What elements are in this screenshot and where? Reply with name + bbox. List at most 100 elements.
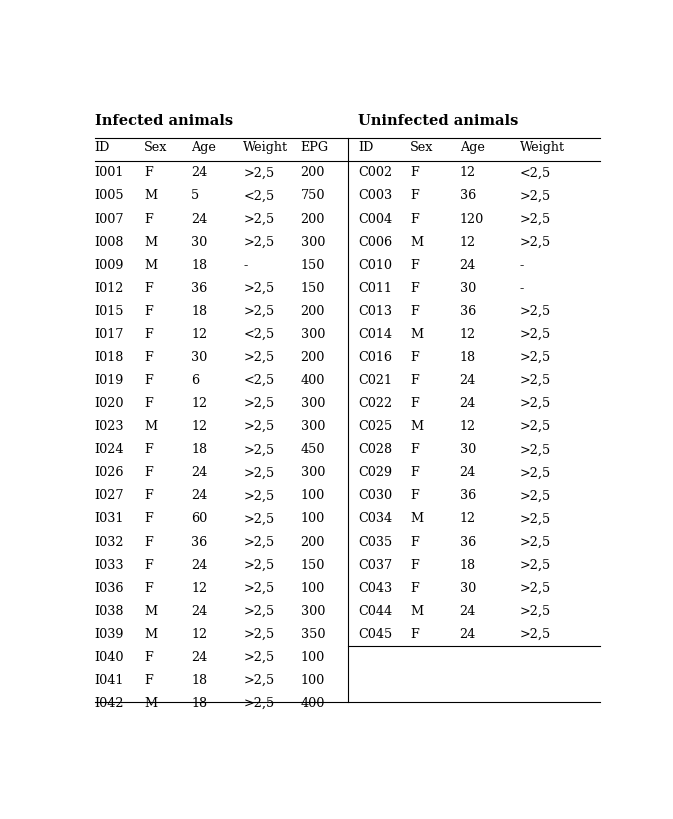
Text: 24: 24 [460,374,476,387]
Text: I031: I031 [94,513,124,526]
Text: >2,5: >2,5 [520,236,551,249]
Text: F: F [144,397,153,410]
Text: F: F [144,166,153,179]
Text: F: F [144,282,153,295]
Text: M: M [144,420,157,433]
Text: 24: 24 [460,397,476,410]
Text: Age: Age [460,141,485,153]
Text: C025: C025 [358,420,392,433]
Text: >2,5: >2,5 [243,604,275,618]
Text: 30: 30 [460,282,476,295]
Text: 18: 18 [191,259,207,272]
Text: <2,5: <2,5 [520,166,551,179]
Text: F: F [144,581,153,595]
Text: 36: 36 [460,305,476,318]
Text: 24: 24 [460,628,476,640]
Text: C004: C004 [358,213,392,225]
Text: 30: 30 [191,351,207,364]
Text: 200: 200 [301,351,325,364]
Text: 300: 300 [301,466,325,479]
Text: I007: I007 [94,213,124,225]
Text: >2,5: >2,5 [243,513,275,526]
Text: 24: 24 [460,259,476,272]
Text: I024: I024 [94,443,124,456]
Text: EPG: EPG [301,141,328,153]
Text: 36: 36 [460,536,476,549]
Text: I019: I019 [94,374,124,387]
Text: 12: 12 [460,513,476,526]
Text: F: F [410,581,419,595]
Text: 30: 30 [460,581,476,595]
Text: Age: Age [191,141,216,153]
Text: M: M [144,604,157,618]
Text: Sex: Sex [144,141,168,153]
Text: Uninfected animals: Uninfected animals [358,114,518,128]
Text: -: - [520,259,524,272]
Text: >2,5: >2,5 [520,351,551,364]
Text: 200: 200 [301,536,325,549]
Text: -: - [243,259,248,272]
Text: I032: I032 [94,536,124,549]
Text: >2,5: >2,5 [520,328,551,341]
Text: Weight: Weight [520,141,565,153]
Text: 300: 300 [301,604,325,618]
Text: F: F [410,305,419,318]
Text: 24: 24 [191,604,207,618]
Text: F: F [410,628,419,640]
Text: <2,5: <2,5 [243,189,275,202]
Text: I020: I020 [94,397,124,410]
Text: Sex: Sex [410,141,433,153]
Text: 12: 12 [191,581,207,595]
Text: F: F [144,351,153,364]
Text: C002: C002 [358,166,392,179]
Text: I038: I038 [94,604,124,618]
Text: I001: I001 [94,166,124,179]
Text: F: F [410,166,419,179]
Text: F: F [144,490,153,502]
Text: F: F [410,490,419,502]
Text: 100: 100 [301,513,325,526]
Text: 12: 12 [460,420,476,433]
Text: >2,5: >2,5 [243,282,275,295]
Text: >2,5: >2,5 [243,466,275,479]
Text: C021: C021 [358,374,392,387]
Text: 400: 400 [301,374,325,387]
Text: 18: 18 [191,443,207,456]
Text: 36: 36 [191,536,207,549]
Text: 200: 200 [301,166,325,179]
Text: 30: 30 [460,443,476,456]
Text: 300: 300 [301,420,325,433]
Text: 750: 750 [301,189,325,202]
Text: 300: 300 [301,397,325,410]
Text: 12: 12 [191,397,207,410]
Text: F: F [144,674,153,687]
Text: F: F [410,536,419,549]
Text: Weight: Weight [243,141,288,153]
Text: >2,5: >2,5 [243,305,275,318]
Text: 100: 100 [301,581,325,595]
Text: 100: 100 [301,490,325,502]
Text: M: M [144,697,157,710]
Text: F: F [144,513,153,526]
Text: 18: 18 [460,351,476,364]
Text: 36: 36 [460,189,476,202]
Text: 150: 150 [301,259,325,272]
Text: I018: I018 [94,351,124,364]
Text: ID: ID [358,141,374,153]
Text: C013: C013 [358,305,392,318]
Text: C016: C016 [358,351,392,364]
Text: 18: 18 [191,697,207,710]
Text: F: F [410,351,419,364]
Text: 12: 12 [191,328,207,341]
Text: 12: 12 [191,628,207,640]
Text: M: M [410,236,423,249]
Text: F: F [410,259,419,272]
Text: ID: ID [94,141,110,153]
Text: C010: C010 [358,259,392,272]
Text: >2,5: >2,5 [243,651,275,664]
Text: C028: C028 [358,443,392,456]
Text: 12: 12 [460,328,476,341]
Text: 100: 100 [301,651,325,664]
Text: >2,5: >2,5 [243,490,275,502]
Text: 24: 24 [191,166,207,179]
